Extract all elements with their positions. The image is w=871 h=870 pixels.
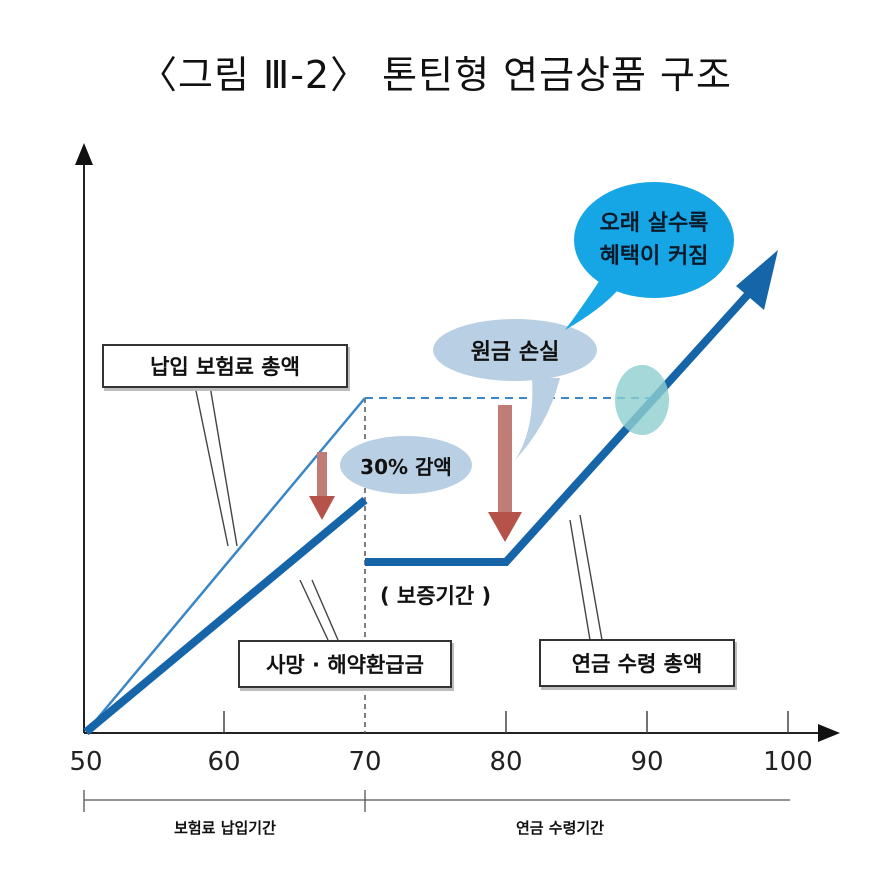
annuity-receipt-period-label: 연금 수령기간 (515, 819, 605, 837)
longevity-benefit-text: 오래 살수록 혜택이 커짐 (574, 196, 734, 284)
x-axis-ticks (223, 711, 789, 733)
reduction-ellipse (340, 436, 472, 494)
death-surrender-label: 사망 · 해약환급금 (238, 640, 452, 688)
figure-title: 〈그림 Ⅲ-2〉 톤틴형 연금상품 구조 (139, 53, 732, 97)
longevity-benefit-line-1: 오래 살수록 (599, 211, 709, 236)
principal-loss-text: 원금 손실 (470, 340, 560, 365)
principal-loss-ellipse-tail (515, 378, 560, 460)
x-tick-60: 60 (207, 747, 241, 777)
x-tick-80: 80 (489, 747, 523, 777)
surrender-benefit-line (83, 496, 368, 736)
annuity-arrowhead (736, 250, 778, 310)
x-tick-50: 50 (69, 747, 103, 777)
longevity-benefit-line-2: 혜택이 커짐 (599, 244, 709, 269)
guarantee-period-label: ( 보증기간 ) (380, 584, 492, 608)
x-tick-70: 70 (348, 747, 382, 777)
breakeven-marker (615, 365, 669, 435)
x-axis-arrow (818, 724, 840, 742)
annuity-total-line (365, 287, 755, 566)
premium-payment-period-label: 보험료 납입기간 (174, 819, 276, 837)
principal-loss-down-arrow (488, 405, 522, 542)
x-tick-90: 90 (630, 747, 664, 777)
x-tick-100: 100 (763, 747, 813, 777)
reduction-text: 30% 감액 (360, 454, 452, 479)
longevity-benefit-ellipse (574, 182, 734, 298)
principal-loss-ellipse (433, 319, 597, 381)
total-premium-label: 납입 보험료 총액 (102, 344, 348, 388)
total-annuity-label: 연금 수령 총액 (539, 639, 735, 687)
longevity-ellipse-tail (565, 280, 618, 330)
callout-leader-lines (194, 385, 603, 641)
reduction-down-arrow (309, 452, 335, 520)
period-bracket (83, 790, 790, 812)
y-axis-arrow (75, 143, 93, 165)
